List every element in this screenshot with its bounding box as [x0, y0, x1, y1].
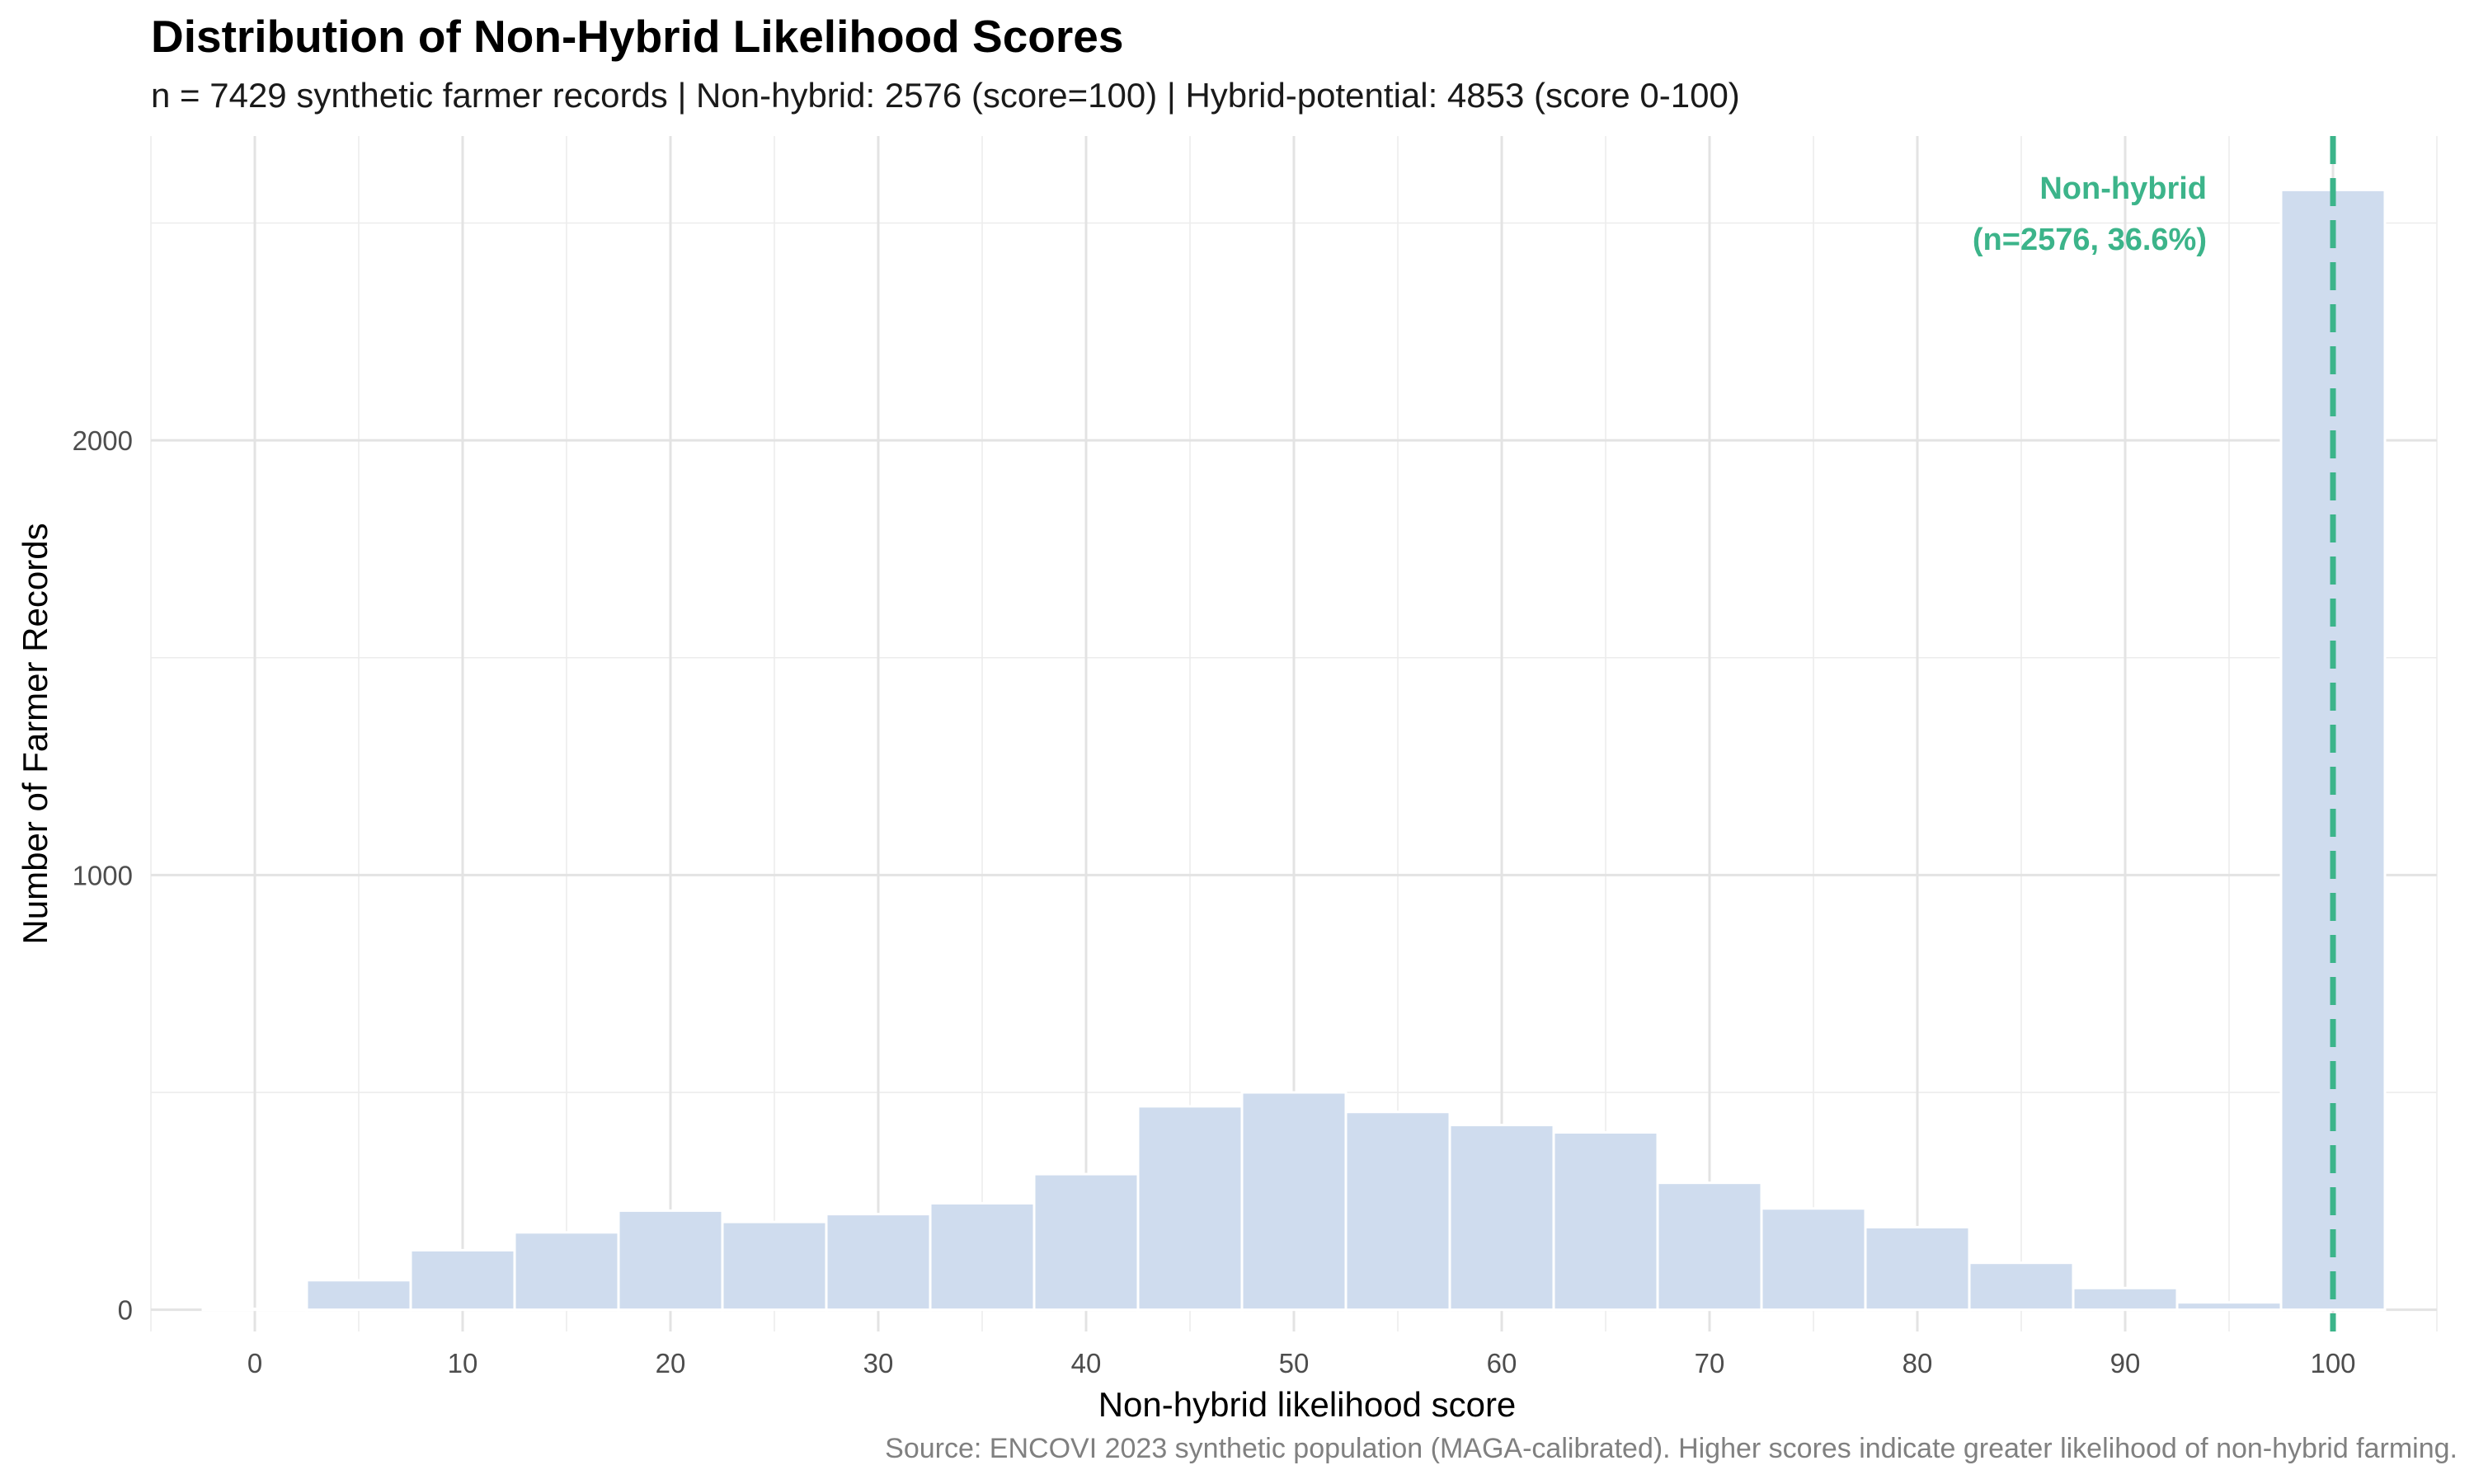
- histogram-bar: [1968, 1261, 2075, 1312]
- y-tick-label: 2000: [73, 425, 133, 456]
- histogram-bar: [305, 1279, 412, 1312]
- y-tick-label: 0: [118, 1295, 133, 1326]
- chart-caption: Source: ENCOVI 2023 synthetic population…: [885, 1433, 2458, 1464]
- histogram-bar: [409, 1248, 516, 1312]
- histogram-bar: [513, 1231, 620, 1312]
- histogram-bar: [1448, 1124, 1555, 1312]
- x-tick-label: 70: [1695, 1348, 1725, 1378]
- histogram-bar: [825, 1213, 932, 1312]
- histogram-bar: [1240, 1091, 1348, 1312]
- histogram-bar: [617, 1209, 724, 1312]
- x-tick-label: 40: [1071, 1348, 1102, 1378]
- x-tick-label: 90: [2110, 1348, 2141, 1378]
- histogram-bar: [2072, 1286, 2179, 1312]
- histogram-bar: [1344, 1111, 1451, 1312]
- chart-subtitle: n = 7429 synthetic farmer records | Non-…: [151, 76, 1740, 115]
- histogram-bar: [2175, 1301, 2283, 1312]
- annotation-line-2: (n=2576, 36.6%): [1973, 223, 2207, 257]
- y-axis-title: Number of Farmer Records: [16, 523, 54, 944]
- histogram-bar: [1552, 1131, 1659, 1312]
- histogram-bar: [1656, 1181, 1763, 1312]
- annotation-group: Non-hybrid (n=2576, 36.6%): [1973, 171, 2207, 257]
- histogram-bar: [721, 1220, 828, 1312]
- histogram-bar: [929, 1201, 1036, 1312]
- x-tick-label: 20: [656, 1348, 686, 1378]
- x-axis-title: Non-hybrid likelihood score: [1098, 1385, 1517, 1424]
- x-tick-label: 100: [2310, 1348, 2355, 1378]
- histogram-bar: [1136, 1105, 1244, 1312]
- x-tick-label: 30: [863, 1348, 894, 1378]
- histogram-bars: [201, 188, 2387, 1312]
- histogram-bar: [1032, 1172, 1140, 1312]
- x-tick-label: 10: [448, 1348, 478, 1378]
- histogram-bar: [1760, 1207, 1867, 1312]
- histogram-bar: [201, 1308, 308, 1312]
- x-tick-label: 80: [1903, 1348, 1933, 1378]
- x-tick-label: 60: [1487, 1348, 1517, 1378]
- histogram-bar: [1864, 1225, 1971, 1312]
- y-tick-label: 1000: [73, 860, 133, 890]
- y-axis-ticks: 0 1000 2000: [73, 425, 133, 1326]
- annotation-line-1: Non-hybrid: [2039, 171, 2207, 206]
- x-tick-label: 50: [1279, 1348, 1310, 1378]
- chart-title: Distribution of Non-Hybrid Likelihood Sc…: [151, 11, 1124, 62]
- x-axis-ticks: 0 10 20 30 40 50 60 70 80 90 100: [247, 1348, 2356, 1378]
- x-tick-label: 0: [247, 1348, 262, 1378]
